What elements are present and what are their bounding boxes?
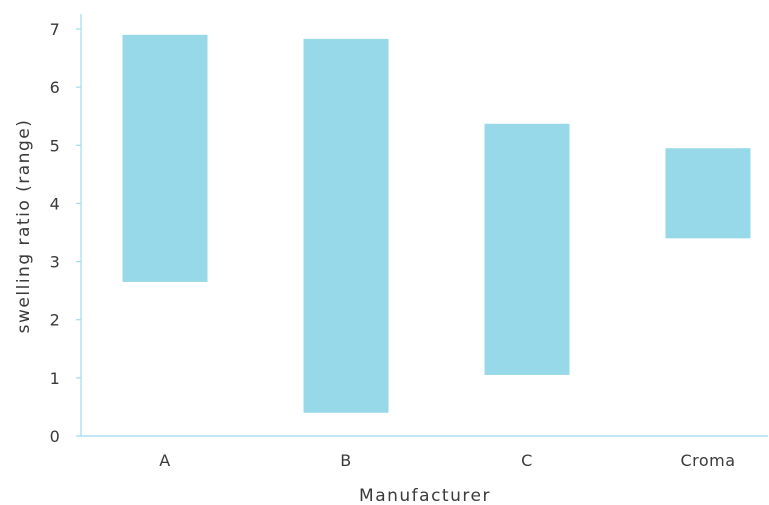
- y-tick-label: 2: [50, 311, 61, 330]
- x-tick-label: C: [521, 451, 533, 470]
- x-tick-label: Croma: [680, 451, 735, 470]
- y-tick-label: 7: [50, 20, 61, 39]
- x-tick-labels: A B C Croma: [159, 451, 735, 470]
- y-tick-label: 5: [50, 136, 61, 155]
- y-tick-label: 3: [50, 253, 61, 272]
- y-axis-title: swelling ratio (range): [14, 119, 34, 334]
- range-bar-croma: [665, 148, 751, 239]
- range-bar-b: [303, 38, 389, 413]
- y-tick-label: 1: [50, 369, 61, 388]
- bars-group: [122, 34, 751, 413]
- x-tick-label: B: [340, 451, 351, 470]
- x-axis-title: Manufacturer: [359, 486, 491, 505]
- y-tick-label: 0: [50, 427, 61, 446]
- y-tick-label: 4: [50, 194, 61, 213]
- x-tick-label: A: [159, 451, 170, 470]
- y-tick-label: 6: [50, 78, 61, 97]
- y-tick-labels: 0 1 2 3 4 5 6 7: [50, 20, 81, 446]
- range-bar-a: [122, 34, 208, 282]
- range-bar-c: [484, 123, 570, 375]
